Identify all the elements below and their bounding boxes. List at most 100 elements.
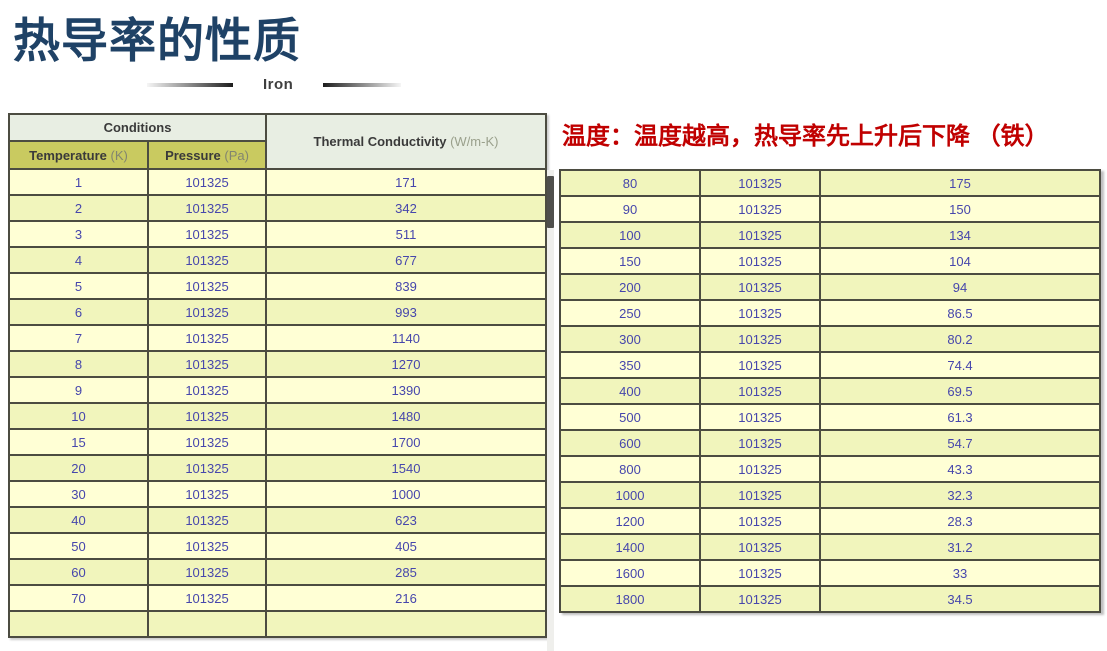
table-cell: 50 — [8, 532, 149, 560]
conductivity-header: Thermal Conductivity (W/m-K) — [265, 113, 548, 170]
table-row: 80 101325 175 — [559, 169, 1101, 197]
table-header: Conditions Thermal Conductivity (W/m-K) … — [7, 113, 548, 170]
table-cell: 8 — [8, 350, 149, 378]
table-cell: 1140 — [265, 324, 548, 352]
table-cell: 623 — [265, 506, 548, 534]
table-cell: 101325 — [146, 272, 268, 300]
conditions-header: Conditions — [7, 113, 268, 142]
table-row: 70 101325 216 — [8, 584, 548, 612]
table-row: 20 101325 1540 — [8, 454, 548, 482]
table-row: 40 101325 623 — [8, 506, 548, 534]
table-cell: 101325 — [699, 377, 821, 405]
table-row: 1800 101325 34.5 — [559, 585, 1101, 613]
table-row: 8 101325 1270 — [8, 350, 548, 378]
table-cell: 104 — [819, 247, 1101, 275]
temperature-unit: (K) — [110, 147, 128, 163]
table-cell: 31.2 — [819, 533, 1101, 561]
table-cell: 800 — [559, 455, 701, 483]
table-cell: 94 — [819, 273, 1101, 301]
table-cell: 86.5 — [819, 299, 1101, 327]
table-cell: 101325 — [146, 454, 268, 482]
table-cell: 101325 — [699, 585, 821, 613]
table-cell: 1000 — [559, 481, 701, 509]
table-body-right: 80 101325 175 90 101325 150 100 101325 134 150 101… — [559, 169, 1101, 613]
table-cell: 6 — [8, 298, 149, 326]
table-cell: 101325 — [146, 246, 268, 274]
table-cell: 101325 — [146, 584, 268, 612]
table-cell: 600 — [559, 429, 701, 457]
left-table-scrollbar-thumb[interactable] — [547, 176, 554, 228]
table-cell: 101325 — [146, 402, 268, 430]
table-cell — [146, 610, 268, 638]
table-cell: 101325 — [699, 481, 821, 509]
table-cell: 7 — [8, 324, 149, 352]
table-cell: 101325 — [699, 169, 821, 197]
table-cell: 1270 — [265, 350, 548, 378]
divider-line-left — [147, 82, 233, 87]
table-cell: 511 — [265, 220, 548, 248]
table-row: 800 101325 43.3 — [559, 455, 1101, 483]
temperature-annotation: 温度：温度越高，热导率先上升后下降 （铁） — [562, 123, 1049, 150]
table-cell: 101325 — [699, 273, 821, 301]
table-row: 300 101325 80.2 — [559, 325, 1101, 353]
table-cell: 43.3 — [819, 455, 1101, 483]
table-row — [8, 610, 548, 638]
table-row: 100 101325 134 — [559, 221, 1101, 249]
table-cell: 1540 — [265, 454, 548, 482]
table-cell: 101325 — [146, 480, 268, 508]
table-cell: 100 — [559, 221, 701, 249]
table-row: 2 101325 342 — [8, 194, 548, 222]
table-row: 250 101325 86.5 — [559, 299, 1101, 327]
table-cell: 150 — [819, 195, 1101, 223]
table-row: 1600 101325 33 — [559, 559, 1101, 587]
table-cell: 175 — [819, 169, 1101, 197]
table-cell: 70 — [8, 584, 149, 612]
table-body-left: 1 101325 171 2 101325 342 3 101325 511 4 101325 677… — [8, 168, 548, 638]
table-cell: 80.2 — [819, 325, 1101, 353]
table-cell: 285 — [265, 558, 548, 586]
table-row: 5 101325 839 — [8, 272, 548, 300]
table-cell: 1200 — [559, 507, 701, 535]
table-cell: 1390 — [265, 376, 548, 404]
table-cell: 15 — [8, 428, 149, 456]
table-cell: 250 — [559, 299, 701, 327]
table-cell: 171 — [265, 168, 548, 196]
table-row: 4 101325 677 — [8, 246, 548, 274]
table-cell: 101325 — [699, 325, 821, 353]
table-cell: 1 — [8, 168, 149, 196]
pressure-unit: (Pa) — [224, 147, 249, 163]
table-cell: 101325 — [146, 506, 268, 534]
table-cell: 30 — [8, 480, 149, 508]
temperature-header: Temperature (K) — [8, 140, 149, 170]
table-cell: 101325 — [146, 194, 268, 222]
page-title: 热导率的性质 — [13, 14, 301, 67]
table-cell: 74.4 — [819, 351, 1101, 379]
table-cell: 405 — [265, 532, 548, 560]
table-row: 7 101325 1140 — [8, 324, 548, 352]
table-cell: 1800 — [559, 585, 701, 613]
table-cell — [8, 610, 149, 638]
table-cell: 101325 — [146, 220, 268, 248]
table-row: 6 101325 993 — [8, 298, 548, 326]
table-cell: 10 — [8, 402, 149, 430]
table-row: 15 101325 1700 — [8, 428, 548, 456]
table-row: 9 101325 1390 — [8, 376, 548, 404]
table-cell: 101325 — [699, 195, 821, 223]
table-cell: 101325 — [699, 351, 821, 379]
table-cell: 300 — [559, 325, 701, 353]
table-row: 1400 101325 31.2 — [559, 533, 1101, 561]
table-cell: 101325 — [146, 298, 268, 326]
table-cell: 20 — [8, 454, 149, 482]
table-cell: 101325 — [699, 299, 821, 327]
table-cell: 677 — [265, 246, 548, 274]
table-row: 400 101325 69.5 — [559, 377, 1101, 405]
table-cell: 54.7 — [819, 429, 1101, 457]
table-cell: 500 — [559, 403, 701, 431]
table-cell: 5 — [8, 272, 149, 300]
left-table-scrollbar-track[interactable] — [547, 170, 554, 651]
iron-divider: Iron — [147, 76, 402, 93]
table-cell: 150 — [559, 247, 701, 275]
table-row: 1200 101325 28.3 — [559, 507, 1101, 535]
table-row: 1 101325 171 — [8, 168, 548, 196]
table-row: 3 101325 511 — [8, 220, 548, 248]
